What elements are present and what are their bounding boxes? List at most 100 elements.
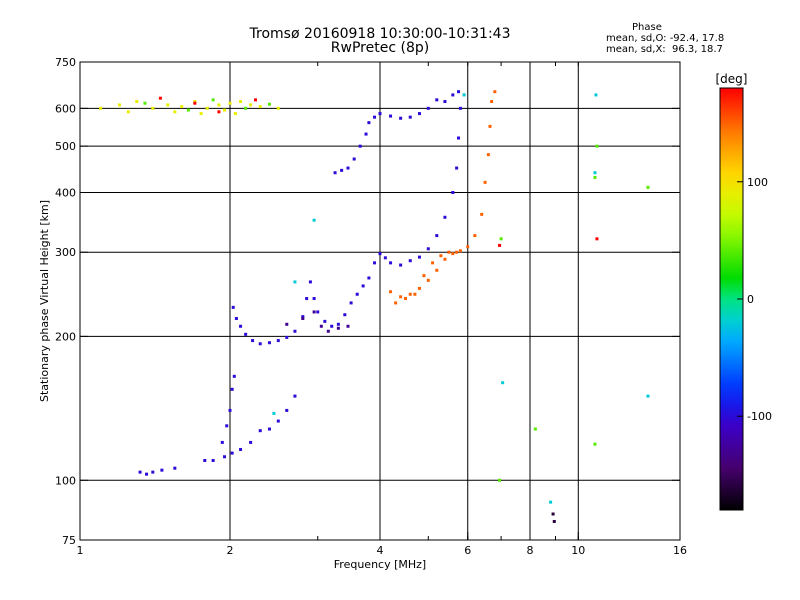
data-point [151, 106, 155, 110]
phase-line-o: mean, sd,O: -92.4, 17.8 [606, 33, 725, 44]
data-point [316, 310, 320, 314]
data-point [451, 252, 455, 256]
data-point [426, 247, 430, 251]
data-point [267, 102, 271, 106]
data-point [285, 335, 289, 339]
y-tick-label: 600 [55, 102, 76, 115]
y-tick-label: 750 [55, 56, 76, 69]
data-point [326, 329, 330, 333]
data-point [258, 429, 262, 433]
data-point [319, 324, 323, 328]
data-point [403, 297, 407, 301]
y-tick-label: 200 [55, 330, 76, 343]
y-tick-label: 100 [55, 474, 76, 487]
data-point [230, 387, 234, 391]
data-point [462, 93, 466, 97]
data-point [251, 339, 255, 343]
data-point [276, 419, 280, 423]
data-point [490, 100, 494, 104]
data-point [435, 98, 439, 102]
x-tick-label: 1 [77, 544, 84, 557]
data-point [267, 427, 271, 431]
data-point [233, 112, 237, 116]
data-point [593, 442, 597, 446]
data-point [549, 500, 553, 504]
data-point [231, 305, 235, 309]
data-point [228, 101, 232, 105]
data-point [417, 286, 421, 290]
chart-subtitle: RwPretec (8p) [330, 40, 430, 56]
data-point [253, 98, 257, 102]
data-point [135, 100, 139, 104]
phase-line-x: mean, sd,X: 96.3, 18.7 [606, 44, 723, 55]
data-point [426, 278, 430, 282]
data-point [239, 447, 243, 451]
data-point [399, 263, 403, 267]
data-point [293, 394, 297, 398]
data-point [173, 110, 177, 114]
data-point [455, 166, 459, 170]
colorbar-tick-label: 100 [747, 176, 768, 189]
data-point [389, 290, 393, 294]
data-point [595, 237, 599, 241]
data-point [435, 268, 439, 272]
data-point [143, 101, 147, 105]
data-point [447, 250, 451, 254]
y-tick-label: 500 [55, 140, 76, 153]
data-point [199, 112, 203, 116]
data-point [330, 324, 334, 328]
data-point [383, 256, 387, 260]
data-point [593, 175, 597, 179]
y-tick-label: 300 [55, 246, 76, 259]
data-point [466, 245, 470, 249]
data-point [373, 115, 377, 119]
data-point [228, 408, 232, 412]
data-point [488, 124, 492, 128]
data-point [361, 284, 365, 288]
data-point [205, 106, 209, 110]
data-point [349, 301, 353, 305]
data-point [217, 103, 221, 107]
data-point [439, 254, 443, 258]
data-point [473, 234, 477, 238]
data-point [276, 106, 280, 110]
data-point [158, 96, 162, 100]
data-point [323, 319, 327, 323]
data-point [276, 339, 280, 343]
chart-title: Tromsø 20160918 10:30:00-10:31:43 [249, 26, 511, 42]
data-point [258, 342, 262, 346]
data-point [426, 106, 430, 110]
data-point [483, 180, 487, 184]
data-point [501, 381, 505, 385]
x-tick-label: 8 [527, 544, 534, 557]
data-point [223, 455, 227, 459]
data-point [399, 295, 403, 299]
data-point [312, 297, 316, 301]
data-point [551, 512, 555, 516]
data-point [355, 292, 359, 296]
data-point [498, 243, 502, 247]
colorbar-tick-label: 0 [747, 293, 754, 306]
x-tick-label: 16 [673, 544, 687, 557]
data-point [594, 93, 598, 97]
data-point [249, 440, 253, 444]
data-point [646, 185, 650, 189]
data-point [340, 168, 344, 172]
colorbar-tick-label: -100 [747, 410, 772, 423]
data-point [272, 411, 276, 415]
data-point [126, 110, 130, 114]
data-point [193, 101, 197, 105]
data-point [595, 144, 599, 148]
data-point [378, 252, 382, 256]
data-point [173, 466, 177, 470]
data-point [552, 519, 556, 523]
data-point [498, 478, 502, 482]
data-point [301, 315, 305, 319]
data-point [455, 250, 459, 254]
data-point [151, 470, 155, 474]
data-point [480, 212, 484, 216]
data-point [223, 108, 227, 112]
data-point [486, 153, 490, 157]
data-point [458, 106, 462, 110]
